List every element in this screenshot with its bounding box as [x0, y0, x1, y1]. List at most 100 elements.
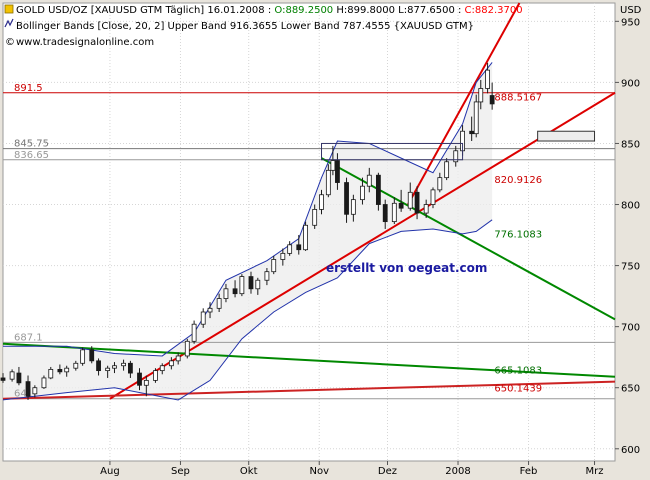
annotation-label: 665.1083 [494, 365, 542, 376]
header-line-1: GOLD USD/OZ [XAUUSD GTM Täglich] 16.01.2… [16, 5, 523, 16]
candlesticks [0, 62, 495, 400]
candle-down [248, 276, 254, 290]
candle-up [303, 224, 308, 251]
candle-down [296, 244, 302, 251]
candle-up [48, 368, 54, 379]
copyright-icon: © [5, 37, 15, 48]
annotation-label: 888.5167 [494, 92, 542, 103]
candle-down [89, 349, 95, 362]
gold-icon [4, 4, 14, 14]
y-tick-label: 600 [621, 445, 640, 456]
header-high: H:899.8000 [336, 5, 395, 16]
annotation-label: 650.1439 [494, 384, 542, 395]
candle-up [64, 367, 70, 373]
header-period: Täglich [164, 5, 200, 16]
candle-up [80, 349, 86, 364]
header-line-3: www.tradesignalonline.com [16, 37, 154, 48]
x-axis: Aug Sep Okt Nov Dez 2008 Feb Mrz [100, 461, 604, 477]
candle-down [128, 362, 133, 374]
trendline-resistance [2, 342, 616, 378]
candle-down [414, 191, 420, 214]
y-tick-label: 850 [621, 139, 640, 150]
candle-up [200, 311, 206, 325]
candle-down [57, 368, 63, 373]
x-tick-label: Okt [240, 466, 258, 477]
candle-up [223, 288, 229, 299]
candle-up [143, 379, 149, 386]
header: GOLD USD/OZ [XAUUSD GTM Täglich] 16.01.2… [4, 4, 523, 48]
header-symbol: GOLD USD/OZ [XAUUSD GTM [16, 5, 162, 16]
candle-up [191, 323, 197, 342]
candle-up [159, 365, 165, 372]
bollinger-band-lines [2, 62, 493, 401]
target-box [537, 130, 596, 142]
candle-down [335, 160, 340, 183]
watermark: erstellt von oegeat.com [326, 261, 487, 275]
candle-up [366, 174, 372, 187]
bollinger-band-area [3, 62, 493, 400]
candle-up [105, 367, 111, 372]
candle-up [207, 307, 213, 313]
candle-up [430, 189, 436, 205]
candle-down [137, 372, 142, 386]
trendline-channel [2, 380, 616, 400]
x-tick-label: Mrz [586, 466, 604, 477]
candle-up [287, 244, 293, 254]
candle-up [350, 199, 356, 215]
candle-down [469, 130, 475, 135]
candle-up [453, 150, 459, 163]
x-tick-label: Feb [520, 466, 538, 477]
candle-up [330, 160, 336, 171]
candle-up [121, 362, 126, 367]
candle-down [489, 95, 495, 105]
candle-down [0, 377, 6, 381]
candle-up [280, 252, 286, 260]
candle-up [255, 279, 261, 290]
bollinger-upper-band [3, 62, 493, 357]
y-tick-label: 900 [621, 78, 640, 89]
candle-down [344, 182, 349, 215]
candle-up [473, 101, 479, 135]
bollinger-lower-band [2, 219, 493, 401]
candle-down [96, 360, 101, 372]
header-line-2: Bollinger Bands [Close, 20, 2] Upper Ban… [16, 21, 474, 32]
header-low: L:877.6500 [398, 5, 455, 16]
candle-down [398, 202, 404, 209]
candle-up [319, 194, 324, 210]
candle-up [478, 88, 484, 103]
candle-up [444, 161, 450, 179]
candle-down [382, 204, 388, 223]
candle-up [264, 271, 270, 281]
header-date: 16.01.2008 [207, 5, 264, 16]
y-axis-unit: USD [620, 5, 642, 16]
level-label: 687.1 [14, 332, 43, 343]
annotation-label: 776.1083 [494, 230, 542, 241]
level-label: 891.5 [14, 83, 43, 94]
trendline-support [109, 91, 616, 400]
price-boxes [321, 130, 596, 161]
candle-up [360, 185, 365, 201]
y-tick-label: 750 [621, 262, 640, 273]
candle-up [9, 371, 15, 380]
header-open: O:889.2500 [274, 5, 333, 16]
candle-up [437, 177, 443, 191]
candle-up [216, 298, 222, 309]
candle-up [168, 360, 174, 367]
bollinger-band-fill [3, 62, 493, 400]
level-annotations: 888.5167 820.9126 776.1083 665.1083 650.1439 [494, 92, 542, 394]
y-tick-label: 950 [621, 17, 640, 28]
y-axis: USD 600 650 700 750 800 850 900 950 [615, 5, 642, 456]
candle-up [112, 365, 117, 369]
x-tick-label: 2008 [445, 466, 470, 477]
candle-up [153, 370, 158, 381]
trendline-support-steep [407, 2, 521, 206]
level-label: 836.65 [14, 150, 49, 161]
candle-up [312, 209, 318, 226]
level-label: 845.75 [14, 139, 49, 150]
candle-up [41, 377, 47, 389]
y-tick-label: 650 [621, 384, 640, 395]
annotation-label: 820.9126 [494, 175, 542, 186]
candle-up [175, 355, 181, 362]
candle-down [375, 174, 381, 205]
